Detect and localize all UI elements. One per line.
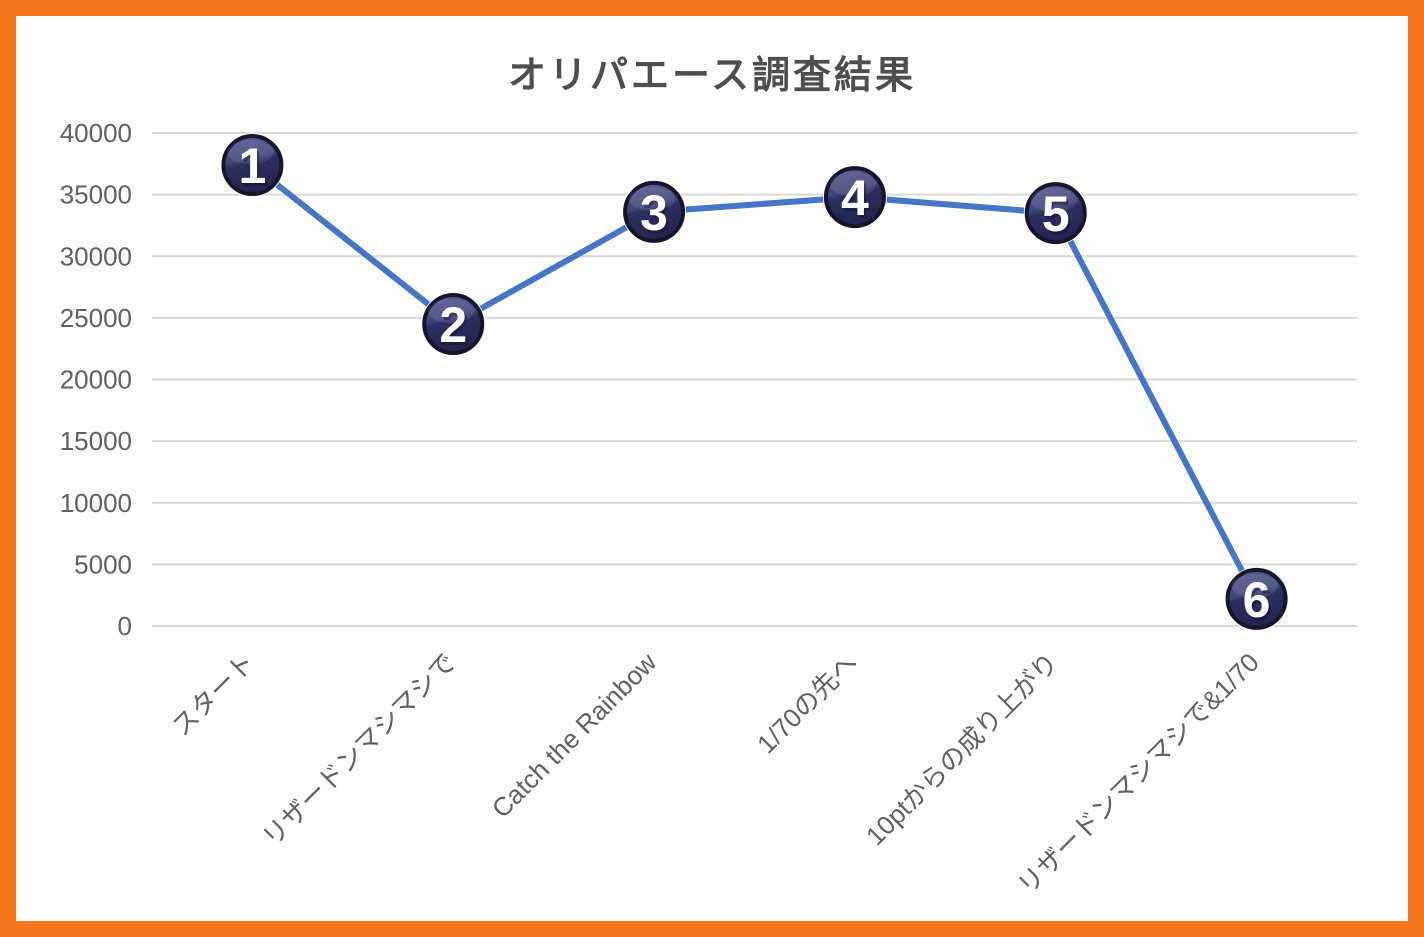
marker-number: 4 (841, 170, 869, 226)
data-point-marker-5: 55 (1023, 181, 1088, 246)
data-point-marker-6: 66 (1224, 566, 1289, 631)
y-axis-tick-label-40000: 40000 (60, 118, 132, 148)
marker-number-shadow: 5 (1044, 189, 1072, 245)
data-point-marker-2: 22 (421, 292, 486, 357)
x-axis-category-label-3: Catch the Rainbow (486, 647, 663, 824)
marker-number-shadow: 6 (1245, 575, 1273, 631)
marker-number-shadow: 3 (642, 188, 670, 244)
data-point-marker-3: 33 (622, 179, 687, 244)
marker-number: 3 (640, 185, 668, 241)
y-axis-tick-label-30000: 30000 (60, 241, 132, 271)
marker-number: 5 (1042, 186, 1070, 242)
x-axis-category-label-2: リザードンマシマシで (256, 647, 461, 852)
y-axis-tick-label-15000: 15000 (60, 426, 132, 456)
y-axis-tick-label-10000: 10000 (60, 488, 132, 518)
marker-number: 2 (439, 297, 467, 353)
marker-number: 1 (239, 138, 267, 194)
data-point-marker-4: 44 (822, 165, 887, 230)
data-point-marker-1: 11 (220, 133, 285, 198)
x-axis-category-label-5: 10ptからの成り上がり (860, 647, 1064, 851)
y-axis-tick-label-25000: 25000 (60, 303, 132, 333)
y-axis-tick-label-35000: 35000 (60, 180, 132, 210)
marker-number-shadow: 4 (843, 173, 871, 229)
x-axis-category-label-1: スタート (166, 647, 261, 742)
x-axis-category-label-4: 1/70の先へ (751, 647, 863, 759)
marker-number: 6 (1243, 572, 1271, 628)
marker-number-shadow: 1 (241, 141, 269, 197)
y-axis-tick-label-5000: 5000 (74, 549, 132, 579)
series-line (249, 162, 1260, 602)
y-axis-tick-label-0: 0 (118, 611, 132, 641)
y-axis-tick-label-20000: 20000 (60, 365, 132, 395)
x-axis-category-label-6: リザードンマシマシで&1/70 (1012, 647, 1265, 900)
marker-number-shadow: 2 (441, 300, 469, 356)
